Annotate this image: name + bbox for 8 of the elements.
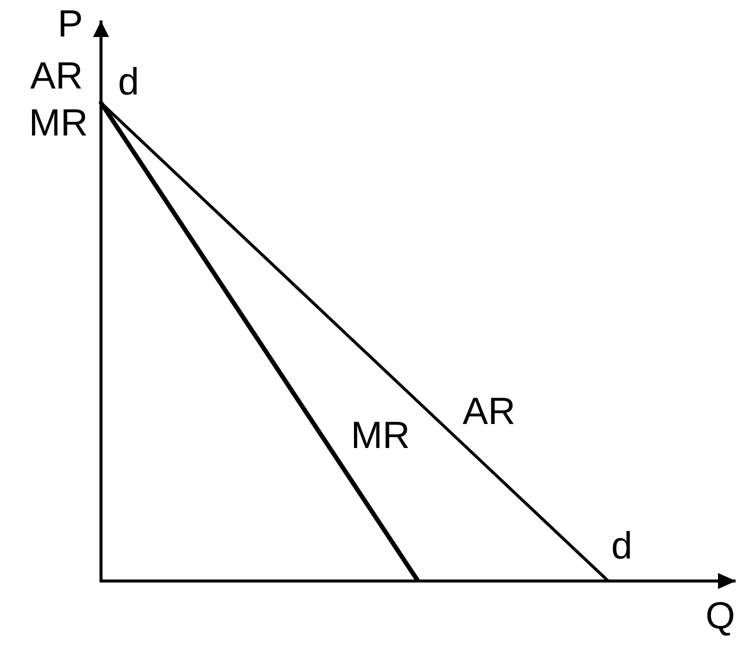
annotation: d — [118, 61, 140, 104]
text: AR — [30, 55, 83, 98]
annotation: d — [611, 525, 632, 568]
x-axis-title: Q — [705, 595, 735, 638]
text: MR — [28, 102, 88, 144]
series-label: MR — [350, 415, 410, 458]
y-axis-title: P — [58, 3, 83, 46]
series-label: AR — [462, 391, 516, 434]
